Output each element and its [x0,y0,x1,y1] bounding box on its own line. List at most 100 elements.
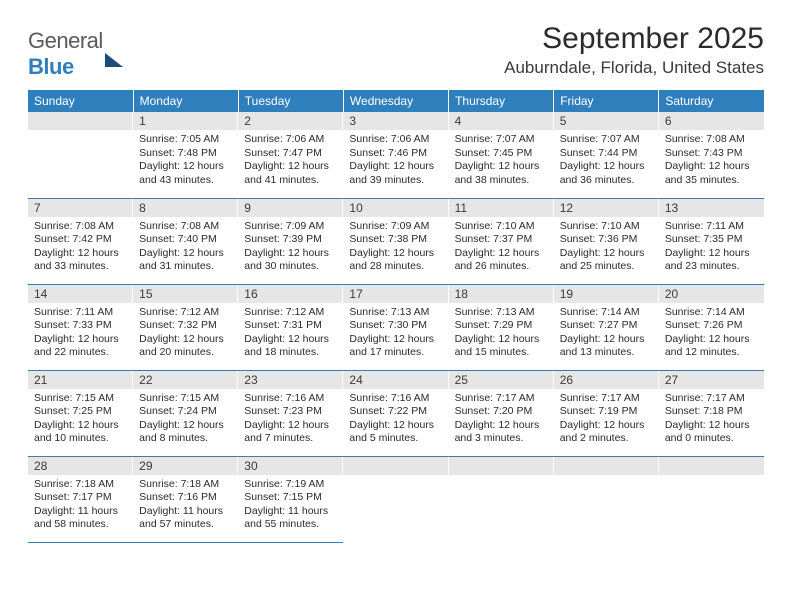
sunrise-text: Sunrise: 7:17 AM [665,392,758,406]
sunrise-text: Sunrise: 7:10 AM [560,220,653,234]
day-number: 25 [449,371,554,389]
sunset-text: Sunset: 7:42 PM [34,233,127,247]
sunset-text: Sunset: 7:44 PM [560,147,653,161]
daylight-text: Daylight: 12 hours and 30 minutes. [244,247,337,274]
sunset-text: Sunset: 7:29 PM [455,319,548,333]
calendar-cell: 2Sunrise: 7:06 AMSunset: 7:47 PMDaylight… [238,112,343,198]
day-details: Sunrise: 7:13 AMSunset: 7:30 PMDaylight:… [343,303,448,365]
daylight-text: Daylight: 12 hours and 38 minutes. [455,160,548,187]
day-details: Sunrise: 7:19 AMSunset: 7:15 PMDaylight:… [238,475,343,537]
calendar-cell: 10Sunrise: 7:09 AMSunset: 7:38 PMDayligh… [343,198,448,284]
sunset-text: Sunset: 7:18 PM [665,405,758,419]
calendar-cell: 6Sunrise: 7:08 AMSunset: 7:43 PMDaylight… [659,112,764,198]
sunrise-text: Sunrise: 7:19 AM [244,478,337,492]
sunset-text: Sunset: 7:24 PM [139,405,232,419]
day-number: 30 [238,457,343,475]
daylight-text: Daylight: 12 hours and 18 minutes. [244,333,337,360]
sunset-text: Sunset: 7:30 PM [349,319,442,333]
calendar-cell: 16Sunrise: 7:12 AMSunset: 7:31 PMDayligh… [238,284,343,370]
day-details: Sunrise: 7:06 AMSunset: 7:47 PMDaylight:… [238,130,343,192]
sunrise-text: Sunrise: 7:08 AM [139,220,232,234]
day-details: Sunrise: 7:13 AMSunset: 7:29 PMDaylight:… [449,303,554,365]
logo-triangle-icon [105,28,123,67]
day-number: 11 [449,199,554,217]
calendar-row: 28Sunrise: 7:18 AMSunset: 7:17 PMDayligh… [28,456,764,542]
sunset-text: Sunset: 7:27 PM [560,319,653,333]
day-number: 13 [659,199,764,217]
daylight-text: Daylight: 12 hours and 10 minutes. [34,419,127,446]
day-details: Sunrise: 7:05 AMSunset: 7:48 PMDaylight:… [133,130,238,192]
day-details: Sunrise: 7:09 AMSunset: 7:39 PMDaylight:… [238,217,343,279]
calendar-cell: 11Sunrise: 7:10 AMSunset: 7:37 PMDayligh… [449,198,554,284]
calendar-cell: 26Sunrise: 7:17 AMSunset: 7:19 PMDayligh… [554,370,659,456]
day-number [554,457,659,475]
daylight-text: Daylight: 12 hours and 2 minutes. [560,419,653,446]
calendar-cell: 15Sunrise: 7:12 AMSunset: 7:32 PMDayligh… [133,284,238,370]
calendar-cell: 7 Sunrise: 7:08 AMSunset: 7:42 PMDaylight… [28,198,133,284]
calendar-cell: 3Sunrise: 7:06 AMSunset: 7:46 PMDaylight… [343,112,448,198]
day-number: 14 [28,285,133,303]
daylight-text: Daylight: 12 hours and 23 minutes. [665,247,758,274]
daylight-text: Daylight: 11 hours and 55 minutes. [244,505,337,532]
sunrise-text: Sunrise: 7:06 AM [349,133,442,147]
day-details: Sunrise: 7:11 AMSunset: 7:33 PMDaylight:… [28,303,133,365]
daylight-text: Daylight: 12 hours and 12 minutes. [665,333,758,360]
sunrise-text: Sunrise: 7:10 AM [455,220,548,234]
day-details: Sunrise: 7:14 AMSunset: 7:27 PMDaylight:… [554,303,659,365]
day-number: 5 [554,112,659,130]
day-details: Sunrise: 7:10 AMSunset: 7:37 PMDaylight:… [449,217,554,279]
day-details: Sunrise: 7:06 AMSunset: 7:46 PMDaylight:… [343,130,448,192]
daylight-text: Daylight: 12 hours and 22 minutes. [34,333,127,360]
calendar-cell [449,456,554,542]
sunset-text: Sunset: 7:25 PM [34,405,127,419]
day-details: Sunrise: 7:14 AMSunset: 7:26 PMDaylight:… [659,303,764,365]
day-header: Monday [133,90,238,112]
daylight-text: Daylight: 11 hours and 58 minutes. [34,505,127,532]
day-number: 15 [133,285,238,303]
day-number: 17 [343,285,448,303]
calendar-cell: 30Sunrise: 7:19 AMSunset: 7:15 PMDayligh… [238,456,343,542]
sunrise-text: Sunrise: 7:18 AM [34,478,127,492]
sunset-text: Sunset: 7:37 PM [455,233,548,247]
day-header-row: Sunday Monday Tuesday Wednesday Thursday… [28,90,764,112]
sunrise-text: Sunrise: 7:08 AM [34,220,127,234]
daylight-text: Daylight: 12 hours and 43 minutes. [139,160,232,187]
calendar-cell: 25Sunrise: 7:17 AMSunset: 7:20 PMDayligh… [449,370,554,456]
sunset-text: Sunset: 7:31 PM [244,319,337,333]
daylight-text: Daylight: 12 hours and 15 minutes. [455,333,548,360]
daylight-text: Daylight: 12 hours and 31 minutes. [139,247,232,274]
day-number: 7 [28,199,133,217]
brand-text: General Blue [28,28,123,80]
sunrise-text: Sunrise: 7:09 AM [349,220,442,234]
daylight-text: Daylight: 12 hours and 7 minutes. [244,419,337,446]
day-number: 10 [343,199,448,217]
day-number: 21 [28,371,133,389]
day-details: Sunrise: 7:16 AMSunset: 7:22 PMDaylight:… [343,389,448,451]
calendar-cell: 29Sunrise: 7:18 AMSunset: 7:16 PMDayligh… [133,456,238,542]
day-number: 29 [133,457,238,475]
day-number: 1 [133,112,238,130]
title-block: September 2025 Auburndale, Florida, Unit… [504,22,764,78]
daylight-text: Daylight: 12 hours and 39 minutes. [349,160,442,187]
daylight-text: Daylight: 12 hours and 28 minutes. [349,247,442,274]
calendar-cell: 27Sunrise: 7:17 AMSunset: 7:18 PMDayligh… [659,370,764,456]
calendar-cell: 19Sunrise: 7:14 AMSunset: 7:27 PMDayligh… [554,284,659,370]
day-header: Tuesday [238,90,343,112]
brand-part1: General [28,28,103,53]
sunrise-text: Sunrise: 7:07 AM [560,133,653,147]
day-number: 22 [133,371,238,389]
daylight-text: Daylight: 12 hours and 33 minutes. [34,247,127,274]
sunset-text: Sunset: 7:20 PM [455,405,548,419]
sunrise-text: Sunrise: 7:11 AM [665,220,758,234]
calendar-cell: 9Sunrise: 7:09 AMSunset: 7:39 PMDaylight… [238,198,343,284]
calendar-row: 1Sunrise: 7:05 AMSunset: 7:48 PMDaylight… [28,112,764,198]
day-number: 19 [554,285,659,303]
calendar-cell [554,456,659,542]
calendar-cell [28,112,133,198]
brand-logo: General Blue [28,28,123,80]
sunrise-text: Sunrise: 7:07 AM [455,133,548,147]
location-text: Auburndale, Florida, United States [504,58,764,78]
sunset-text: Sunset: 7:32 PM [139,319,232,333]
day-number: 26 [554,371,659,389]
sunset-text: Sunset: 7:26 PM [665,319,758,333]
